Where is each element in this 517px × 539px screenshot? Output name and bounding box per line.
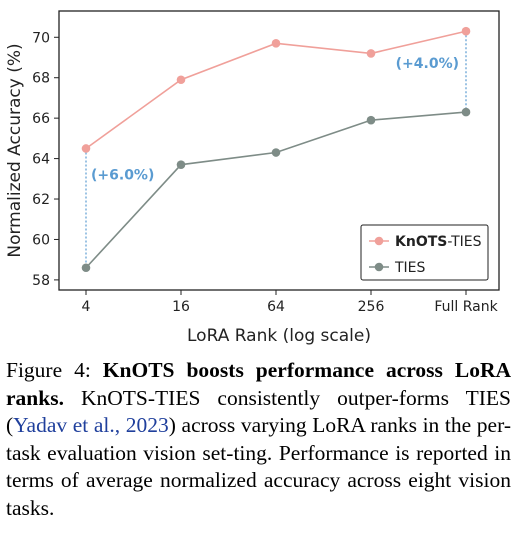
legend-label: KnOTS-TIES xyxy=(395,234,482,250)
legend-label: TIES xyxy=(394,260,426,276)
figure-caption: Figure 4: KnOTS boosts performance acros… xyxy=(6,357,511,522)
x-axis-title: LoRA Rank (log scale) xyxy=(187,326,371,346)
legend-swatch-marker xyxy=(374,236,384,246)
data-point xyxy=(461,26,471,36)
legend-swatch-marker xyxy=(374,262,384,272)
improvement-guides xyxy=(85,31,467,268)
data-point xyxy=(81,144,91,153)
y-axis: 58 60 62 64 66 68 70 xyxy=(32,30,59,289)
x-tick-label: 4 xyxy=(82,299,91,315)
y-tick-label: 58 xyxy=(32,273,50,289)
improvement-annotation: (+4.0%) xyxy=(396,56,459,72)
x-axis: 4 16 64 256 Full Rank xyxy=(82,290,499,315)
legend: KnOTS-TIES TIES xyxy=(360,224,489,281)
x-tick-label: 16 xyxy=(172,299,190,315)
plot-frame xyxy=(58,10,500,291)
y-tick-label: 68 xyxy=(32,71,50,87)
y-tick-label: 66 xyxy=(32,111,50,127)
legend-box xyxy=(360,224,489,281)
caption-bold: KnOTS boosts performance across LoRA ran… xyxy=(6,358,511,410)
y-tick-label: 62 xyxy=(32,192,50,208)
improvement-annotation: (+6.0%) xyxy=(91,167,154,183)
data-point xyxy=(176,75,186,85)
y-tick-label: 70 xyxy=(32,30,50,46)
y-tick-label: 60 xyxy=(32,232,50,248)
data-point xyxy=(366,49,376,58)
data-point xyxy=(271,39,281,48)
data-point xyxy=(81,263,91,273)
x-tick-label: 64 xyxy=(267,299,285,315)
caption-text-1: KnOTS-TIES consistently outper-forms TIE… xyxy=(6,385,511,438)
data-point xyxy=(271,148,281,157)
series-lines xyxy=(81,26,471,273)
y-tick-label: 64 xyxy=(32,152,50,168)
series-line xyxy=(85,30,467,150)
x-tick-label: Full Rank xyxy=(434,299,498,315)
y-axis-title: Normalized Accuracy (%) xyxy=(5,43,25,257)
annotations: (+6.0%) (+4.0%) xyxy=(91,56,459,183)
legend-label-rest: -TIES xyxy=(447,234,481,250)
data-point xyxy=(366,115,376,125)
legend-label-bold: KnOTS xyxy=(395,234,447,250)
caption-prefix: Figure 4: xyxy=(6,358,103,382)
x-tick-label: 256 xyxy=(358,299,385,315)
caption-text-2: ) across varying LoRA ranks in the per-t… xyxy=(6,413,511,520)
chart: 58 60 62 64 66 68 70 4 16 64 256 Full Rank (+6.0%)… xyxy=(5,10,500,346)
data-point xyxy=(176,160,186,169)
data-point xyxy=(461,107,471,117)
caption-citation[interactable]: Yadav et al., 2023 xyxy=(13,413,169,437)
